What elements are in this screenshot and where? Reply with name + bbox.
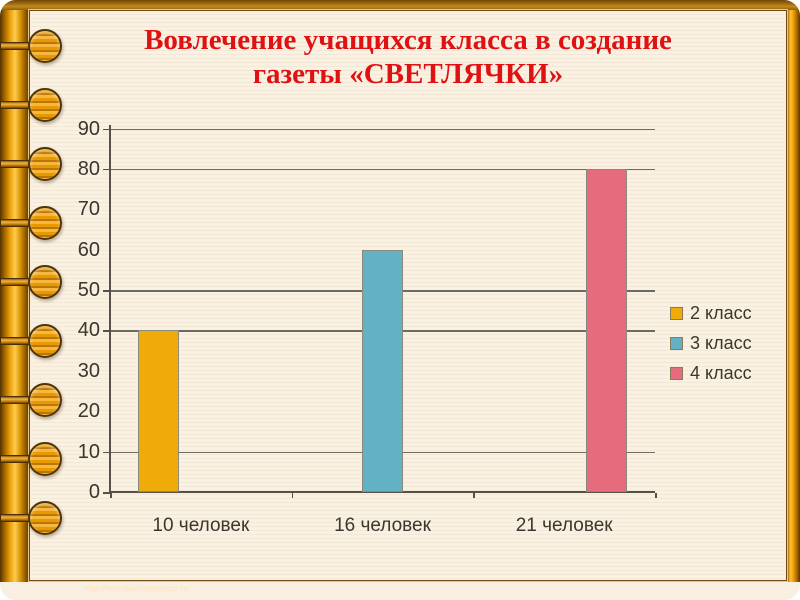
ring-disc: [28, 206, 62, 240]
slide-title-line2: газеты «СВЕТЛЯЧКИ»: [252, 57, 564, 90]
y-axis-label-80: 80: [77, 157, 100, 180]
legend-entry-1: 2 класс: [670, 303, 752, 324]
legend-entry-2: 3 класс: [670, 333, 752, 354]
x-axis-label-2: 16 человек: [334, 515, 431, 536]
gridline-90: [110, 128, 655, 130]
ring-disc: [28, 501, 62, 535]
y-axis-label-0: 0: [88, 481, 100, 503]
frame-left: [0, 10, 30, 582]
legend-swatch-icon: [670, 337, 683, 350]
ring-disc: [28, 265, 62, 299]
y-axis-label-60: 60: [77, 238, 100, 261]
x-axis-tick-3: [655, 493, 657, 498]
bar-4-класс: [585, 168, 627, 492]
y-tick-90: [103, 128, 110, 130]
y-tick-10: [103, 451, 110, 454]
y-tick-40: [103, 330, 110, 332]
ring-disc: [28, 324, 62, 358]
ring-disc: [28, 147, 62, 181]
y-tick-0: [103, 492, 110, 494]
y-axis-line: [109, 124, 111, 493]
x-axis-tick-2: [473, 493, 475, 498]
footer-url: http://edu-teacherzv.ucoz.ru: [84, 584, 189, 593]
y-tick-50: [103, 290, 110, 292]
legend-label: 2 класс: [690, 303, 752, 323]
legend-label: 4 класс: [690, 363, 752, 383]
bar-3-класс: [362, 249, 403, 492]
x-axis-tick-0: [110, 493, 112, 498]
legend-label: 3 класс: [690, 333, 752, 353]
ring-disc: [28, 383, 62, 417]
y-axis-label-70: 70: [77, 198, 100, 221]
y-axis-label-30: 30: [77, 359, 100, 382]
bar-chart: 2 класс 3 класс 4 класс 90 80 70 60 50 40 30 20 10…: [30, 11, 786, 580]
gridline-80: [110, 168, 655, 171]
bar-2-класс: [138, 330, 180, 492]
x-axis-label-1: 10 человек: [152, 515, 250, 536]
y-axis-label-50: 50: [77, 279, 100, 302]
frame-top: [0, 0, 800, 12]
ring-disc: [28, 88, 62, 122]
ring-disc: [28, 442, 62, 476]
legend-entry-3: 4 класс: [670, 363, 752, 384]
y-axis-label-20: 20: [77, 400, 100, 423]
y-axis-label-90: 90: [77, 117, 100, 140]
y-axis-label-40: 40: [77, 319, 100, 342]
x-axis-label-3: 21 человек: [515, 515, 613, 536]
legend-swatch-icon: [670, 367, 683, 380]
chart-legend: 2 класс 3 класс 4 класс: [670, 303, 752, 393]
slide-title-line1: Вовлечение учащихся класса в создание: [144, 24, 672, 56]
y-tick-80: [103, 168, 110, 171]
y-axis-label-10: 10: [77, 440, 100, 463]
x-axis-tick-1: [291, 493, 294, 498]
slide-title: Вовлечение учащихся класса в создание газ…: [30, 24, 786, 92]
ring-disc: [28, 29, 62, 63]
slide-content: Вовлечение учащихся класса в создание газ…: [30, 11, 786, 580]
frame-right: [786, 10, 800, 582]
x-axis-line: [110, 491, 655, 493]
legend-swatch-icon: [670, 307, 683, 320]
